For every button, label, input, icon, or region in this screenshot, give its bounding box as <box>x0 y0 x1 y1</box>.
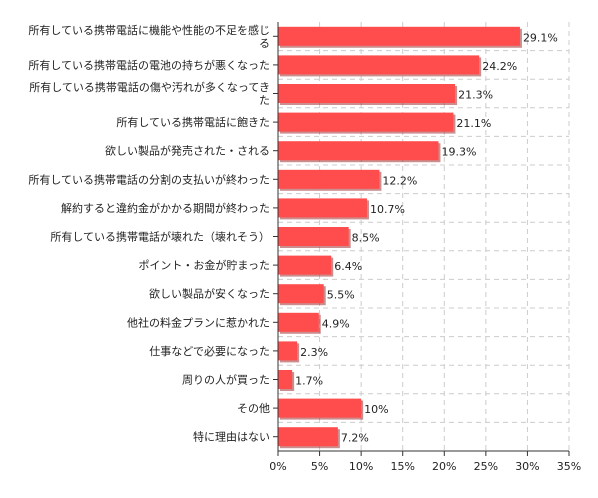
bar <box>278 227 349 246</box>
bar <box>278 55 480 75</box>
value-label: 4.9% <box>322 317 350 330</box>
bars <box>278 26 522 449</box>
category-label: た <box>259 94 270 107</box>
value-label: 24.2% <box>482 60 517 73</box>
category-label: 欲しい製品が発売された・される <box>105 144 270 158</box>
bar <box>278 341 298 361</box>
x-tick-label: 30% <box>515 460 539 473</box>
category-label: 所有している携帯電話に機能や性能の不足を感じ <box>28 23 270 37</box>
value-label: 6.4% <box>334 260 362 273</box>
category-label: 所有している携帯電話の傷や汚れが多くなってき <box>29 80 270 94</box>
bar <box>278 84 456 103</box>
bar <box>278 427 338 447</box>
category-label: 解約すると違約金がかかる期間が終わった <box>61 201 270 215</box>
bar <box>278 141 439 161</box>
bar <box>278 284 324 304</box>
bar <box>278 398 362 418</box>
category-label: 周りの人が買った <box>182 373 270 387</box>
category-label: ポイント・お金が貯まった <box>138 258 270 272</box>
category-label: 仕事などで必要になった <box>149 345 270 358</box>
x-tick-label: 25% <box>474 460 498 473</box>
value-label: 5.5% <box>327 289 355 302</box>
bar <box>278 370 293 389</box>
value-label: 12.2% <box>382 174 417 187</box>
category-label: 所有している携帯電話の電池の持ちが悪くなった <box>28 58 270 72</box>
bar <box>278 26 520 46</box>
value-label: 21.3% <box>458 89 493 102</box>
x-tick-label: 10% <box>349 460 373 473</box>
value-label: 8.5% <box>352 232 380 245</box>
category-label: 所有している携帯電話に飽きた <box>116 115 270 129</box>
value-labels: 29.1% 24.2% 21.3% 21.1% 19.3% 12.2% 10.7% 8.5% 6… <box>295 31 558 444</box>
value-label: 29.1% <box>523 31 558 44</box>
x-tick-label: 0% <box>269 460 286 473</box>
category-label: 所有している携帯電話が壊れた（壊れそう） <box>50 230 270 244</box>
value-label: 19.3% <box>441 146 476 159</box>
value-label: 10% <box>364 403 388 416</box>
value-label: 21.1% <box>456 117 491 130</box>
category-label: 所有している携帯電話の分割の支払いが終わった <box>28 172 270 186</box>
category-label: その他 <box>237 402 270 415</box>
grid-lines <box>278 22 570 451</box>
bar <box>278 112 454 132</box>
category-label: 特に理由はない <box>193 430 270 444</box>
category-labels: 所有している携帯電話に機能や性能の不足を感じる所有している携帯電話の電池の持ちが… <box>28 23 270 444</box>
bar <box>278 312 319 332</box>
category-label: 他社の料金プランに惹かれた <box>127 315 270 329</box>
value-label: 1.7% <box>295 375 323 388</box>
bar <box>278 198 367 218</box>
bar <box>278 169 380 189</box>
value-label: 2.3% <box>300 346 328 359</box>
value-label: 7.2% <box>341 432 369 445</box>
x-axis-ticks: 0% 5% 10% 15% 20% 25% 30% 35% <box>269 451 581 473</box>
x-tick-label: 35% <box>557 460 581 473</box>
category-label: る <box>259 37 270 50</box>
value-label: 10.7% <box>370 203 405 216</box>
x-tick-label: 5% <box>311 460 328 473</box>
category-label: 欲しい製品が安くなった <box>149 287 270 301</box>
x-tick-label: 15% <box>390 460 414 473</box>
x-tick-label: 20% <box>432 460 456 473</box>
bar <box>278 255 332 275</box>
axes <box>273 22 569 452</box>
